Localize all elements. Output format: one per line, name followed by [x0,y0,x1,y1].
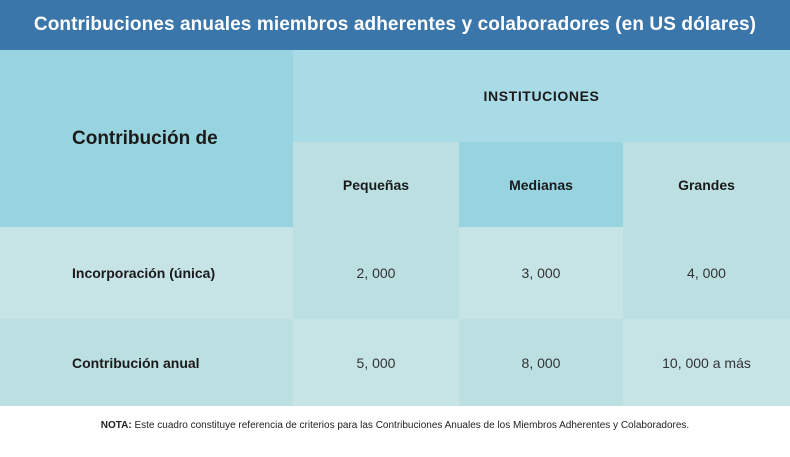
page-title: Contribuciones anuales miembros adherent… [0,0,790,50]
group-header-instituciones: INSTITUCIONES [293,50,790,142]
table-cell: 2, 000 [293,227,459,319]
footnote-prefix: NOTA: [100,420,132,431]
row-label-contribucion-anual: Contribución anual [0,319,293,406]
table-cell: 10, 000 a más [623,319,790,406]
footnote-text: Este cuadro constituye referencia de cri… [131,420,690,431]
table-cell: 3, 000 [459,227,623,319]
corner-header: Contribución de [0,50,293,227]
footnote: NOTA: Este cuadro constituye referencia … [0,420,790,431]
column-header-medianas: Medianas [459,142,623,227]
row-label-incorporacion: Incorporación (única) [0,227,293,319]
contributions-table: Contribución de INSTITUCIONES Pequeñas M… [0,50,790,406]
table-cell: 4, 000 [623,227,790,319]
column-header-pequenas: Pequeñas [293,142,459,227]
table-cell: 8, 000 [459,319,623,406]
table-cell: 5, 000 [293,319,459,406]
column-header-grandes: Grandes [623,142,790,227]
